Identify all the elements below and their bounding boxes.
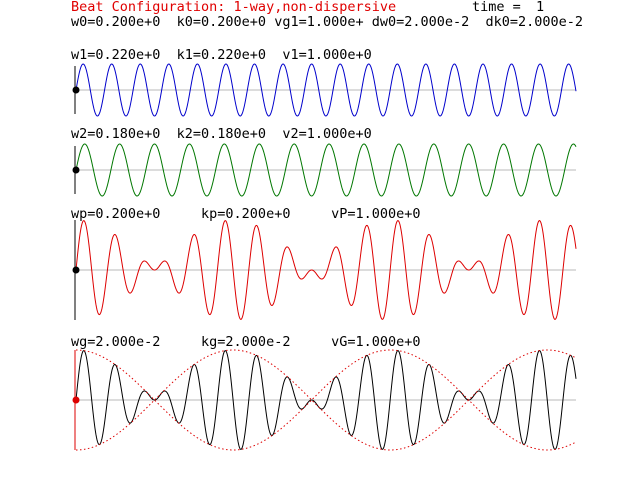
parameters-line: w0=0.200e+0 k0=0.200e+0 vg1=1.000e+ dw0=… xyxy=(71,14,584,30)
panel-label-group: wg=2.000e-2 kg=2.000e-2 vG=1.000e+0 xyxy=(71,334,421,350)
wave-curve xyxy=(75,220,577,320)
time-label: time = xyxy=(472,0,521,15)
panel-phase xyxy=(72,220,577,320)
panel-group xyxy=(72,349,577,451)
panel-wave2 xyxy=(72,143,577,197)
wave-curve xyxy=(75,350,577,450)
origin-marker-dot xyxy=(72,266,80,274)
panel-wave1 xyxy=(72,63,577,117)
origin-marker-dot xyxy=(72,396,80,404)
panel-label-wave2: w2=0.180e+0 k2=0.180e+0 v2=1.000e+0 xyxy=(71,126,372,142)
wave-curve xyxy=(75,143,577,197)
time-value: 1 xyxy=(536,0,545,15)
panel-label-phase: wp=0.200e+0 kp=0.200e+0 vP=1.000e+0 xyxy=(71,206,421,222)
wave-curve xyxy=(75,63,577,117)
origin-marker-dot xyxy=(72,166,80,174)
page-title: Beat Configuration: 1-way,non-dispersive xyxy=(71,0,397,15)
origin-marker-dot xyxy=(72,86,80,94)
panel-label-wave1: w1=0.220e+0 k1=0.220e+0 v1=1.000e+0 xyxy=(71,47,372,63)
